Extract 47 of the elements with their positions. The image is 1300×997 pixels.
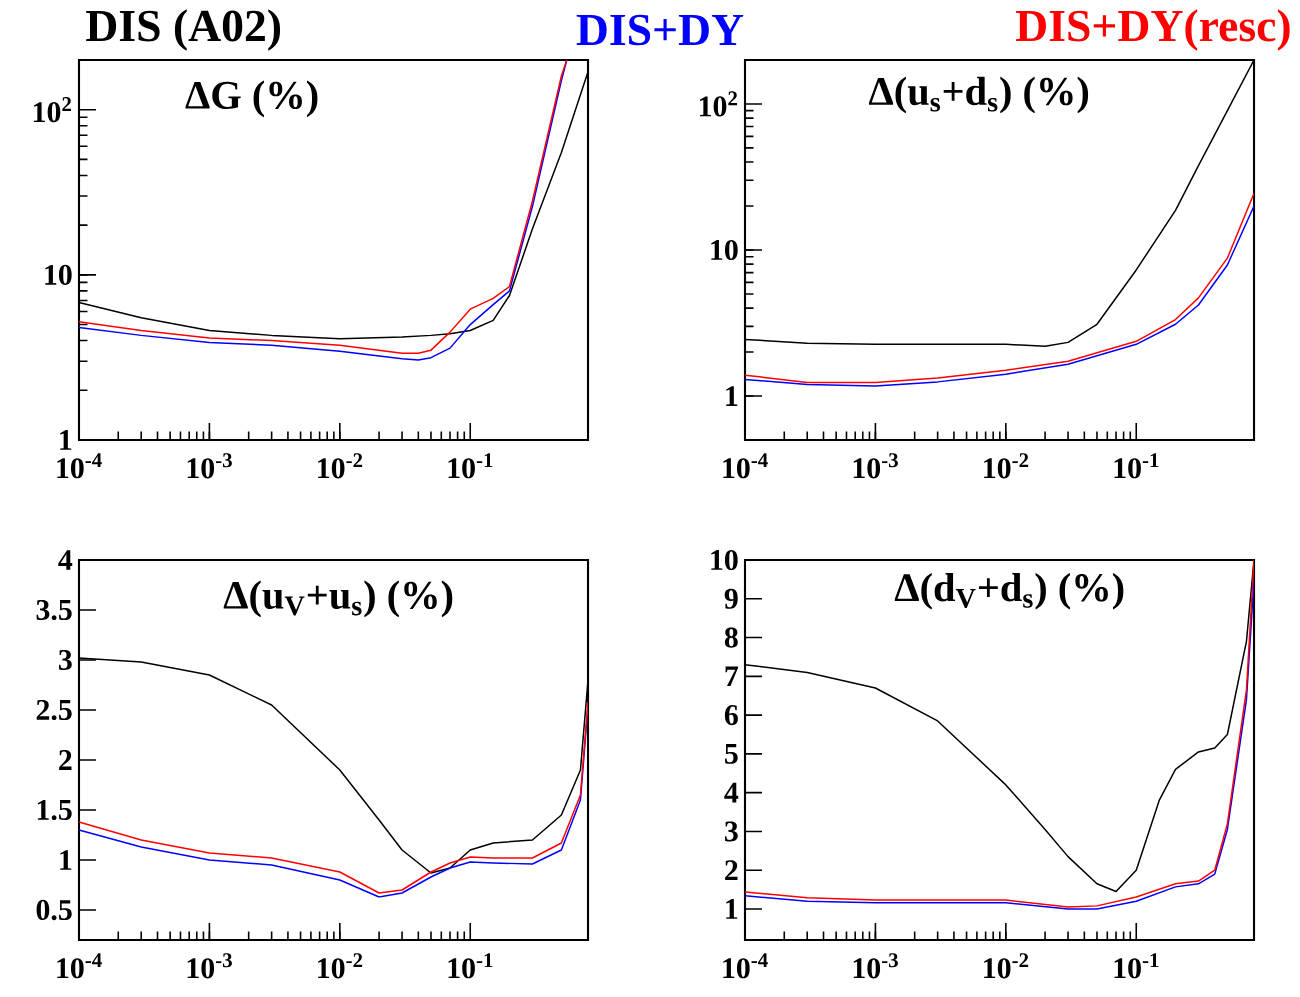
x-tick-label: 10$^{-2}$ xyxy=(318,453,363,479)
x-tick-label: 10$^{-1}$ xyxy=(448,953,493,979)
y-tick-label: 2.5 xyxy=(36,699,72,721)
y-tick-label: 10 xyxy=(711,549,738,571)
x-tick-label: 10$^{-2}$ xyxy=(984,453,1029,479)
y-tick-label: 3 xyxy=(724,821,738,842)
y-tick-label: 9 xyxy=(724,588,738,609)
y-tick-label: 8 xyxy=(724,627,738,648)
x-tick-label: 10$^{-1}$ xyxy=(1114,953,1159,979)
x-tick-label: 10$^{-4}$ xyxy=(57,953,102,979)
y-tick-label: 4 xyxy=(724,782,739,803)
y-tick-label: 1.5 xyxy=(37,799,72,821)
y-tick-label: 6 xyxy=(724,705,738,726)
x-tick-label: 10$^{-3}$ xyxy=(853,453,898,479)
y-tick-label: 2 xyxy=(725,860,738,881)
x-tick-label: 10$^{-2}$ xyxy=(318,953,363,979)
chart-title: Δ(u$_{V}$+u$_{s}$) (%) xyxy=(223,580,453,618)
y-tick-label: 1 xyxy=(726,899,738,919)
y-tick-label: 10 xyxy=(45,264,72,285)
y-tick-label: 7 xyxy=(725,666,739,687)
x-tick-label: 10$^{-4}$ xyxy=(723,953,768,979)
text: DIS (A02) xyxy=(86,9,281,51)
x-tick-label: 10$^{-4}$ xyxy=(723,453,768,479)
chart-title: ΔG (%) xyxy=(185,80,318,118)
y-tick-label: 10$^{2}$ xyxy=(33,97,72,123)
y-tick-label: 1 xyxy=(60,850,72,870)
x-tick-label: 10$^{-3}$ xyxy=(187,453,232,479)
y-tick-label: 1 xyxy=(60,430,72,450)
y-tick-label: 10$^{2}$ xyxy=(699,91,738,117)
chart-title: Δ(d$_{V}$+d$_{s}$) (%) xyxy=(894,572,1124,610)
x-tick-label: 10$^{-1}$ xyxy=(1114,453,1159,479)
y-tick-label: 1 xyxy=(726,386,738,406)
x-tick-label: 10$^{-1}$ xyxy=(448,453,493,479)
x-tick-label: 10$^{-3}$ xyxy=(187,953,232,979)
y-tick-label: 3.5 xyxy=(36,599,72,621)
y-tick-label: 2 xyxy=(59,750,72,770)
x-tick-label: 10$^{-3}$ xyxy=(853,953,898,979)
y-tick-label: 4 xyxy=(58,550,73,570)
text: DIS+DY(resc) xyxy=(1016,9,1290,51)
y-tick-label: 10 xyxy=(711,239,738,261)
y-tick-label: 0.5 xyxy=(36,899,72,921)
y-tick-label: 3 xyxy=(58,649,72,671)
x-tick-label: 10$^{-2}$ xyxy=(984,953,1029,979)
chart-title: Δ(u$_{s}$+d$_{s}$) (%) xyxy=(868,76,1089,114)
x-tick-label: 10$^{-4}$ xyxy=(57,453,102,479)
y-tick-label: 5 xyxy=(725,743,738,764)
series-label: DIS+DY xyxy=(576,14,744,46)
